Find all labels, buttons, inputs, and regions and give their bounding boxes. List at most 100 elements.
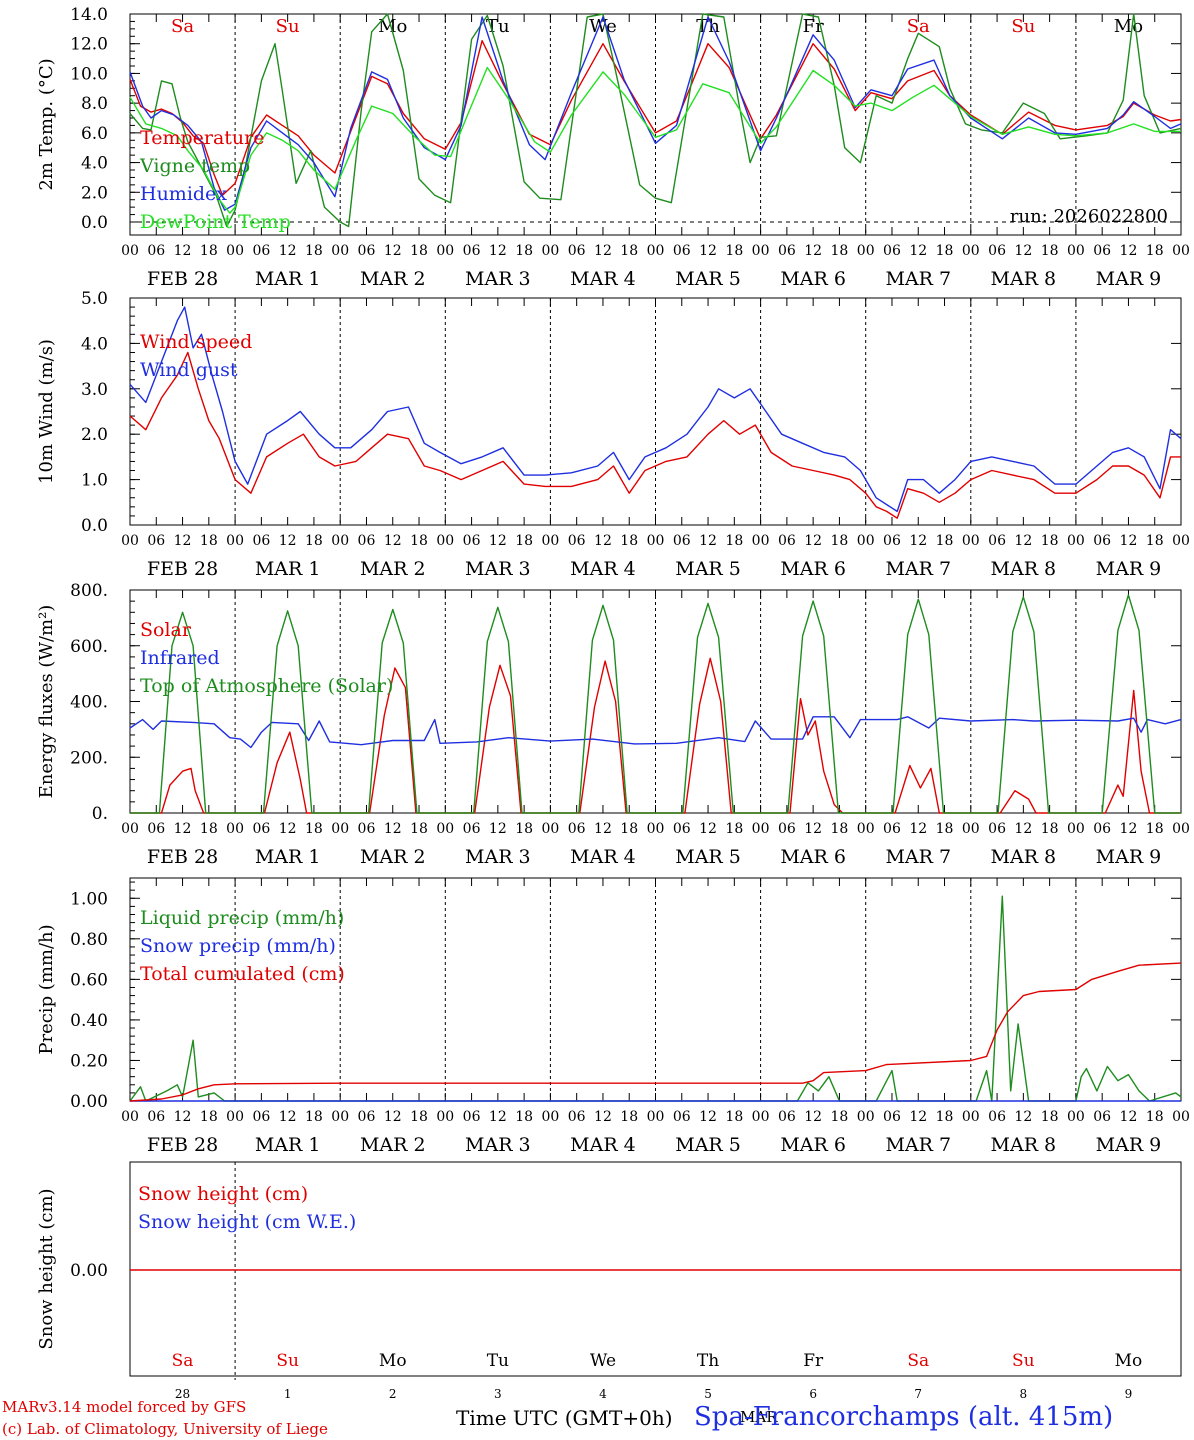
temperature-legend: Temperature [140,127,264,149]
x-hour-label: 00 [1067,243,1085,259]
x-hour-label: 12 [1120,533,1138,549]
x-date-label: MAR 6 [780,558,846,580]
x-hour-label: 18 [725,243,743,259]
humidex-line [129,16,1182,211]
x-hour-label: 06 [883,821,901,837]
x-hour-label: 18 [620,243,638,259]
x-hour-label: 12 [909,1109,927,1125]
x-hour-label: 18 [936,533,954,549]
total-cumulated-cm-legend: Total cumulated (cm) [140,963,345,985]
x-hour-label: 12 [384,821,402,837]
copyright-credit: (c) Lab. of Climatology, University of L… [2,1420,328,1438]
infrared-legend: Infrared [140,647,220,669]
x-hour-label: 18 [831,533,849,549]
x-hour-label: 00 [436,821,454,837]
y-tick-label: 0.80 [70,930,108,950]
y-axis-title: 2m Temp. (°C) [36,58,57,190]
x-hour-label: 00 [541,243,559,259]
x-hour-label: 00 [436,243,454,259]
x-date-label: MAR 1 [255,558,321,580]
x-hour-label: 00 [541,821,559,837]
x-hour-label: 00 [121,243,139,259]
x-hour-label: 06 [358,533,376,549]
x-hour-label: 06 [358,243,376,259]
day-name: We [589,16,617,37]
x-hour-label: 00 [647,1109,665,1125]
x-hour-label: 06 [463,1109,481,1125]
x-hour-label: 12 [699,243,717,259]
x-hour-label: 12 [1014,533,1032,549]
x-date-label: MAR 8 [991,1134,1057,1156]
day-name-bottom: Tu [487,1351,509,1371]
wind-gust-line [129,306,1182,513]
day-number: 6 [809,1387,817,1401]
x-hour-label: 06 [463,821,481,837]
snow-height-cm-w-e-legend: Snow height (cm W.E.) [138,1211,356,1233]
day-name-bottom: Fr [803,1351,824,1371]
x-date-label: MAR 2 [360,846,426,868]
y-tick-label: 2.0 [81,183,108,203]
solar-legend: Solar [140,619,192,641]
x-hour-label: 06 [778,243,796,259]
x-hour-label: 12 [804,1109,822,1125]
x-hour-label: 00 [541,533,559,549]
x-hour-label: 12 [699,821,717,837]
x-hour-label: 12 [594,1109,612,1125]
x-date-label: FEB 28 [147,268,218,290]
x-date-label: MAR 1 [255,268,321,290]
x-hour-label: 18 [200,1109,218,1125]
x-hour-label: 06 [778,821,796,837]
x-hour-label: 06 [463,243,481,259]
day-name: Mo [378,16,407,37]
x-hour-label: 18 [515,533,533,549]
x-hour-label: 00 [752,1109,770,1125]
x-hour-label: 00 [1067,533,1085,549]
x-hour-label: 12 [279,821,297,837]
x-hour-label: 06 [988,533,1006,549]
x-hour-label: 12 [1120,1109,1138,1125]
x-hour-label: 06 [358,1109,376,1125]
y-axis-title: Precip (mm/h) [36,924,57,1054]
x-hour-label: 12 [594,533,612,549]
y-tick-label: 200. [70,748,108,768]
x-hour-label: 06 [568,243,586,259]
x-hour-label: 18 [620,821,638,837]
x-hour-label: 18 [620,533,638,549]
x-hour-label: 18 [410,1109,428,1125]
x-date-label: MAR 6 [780,846,846,868]
y-tick-label: 10.0 [70,64,108,84]
humidex-legend: Humidex [140,183,227,205]
x-hour-label: 12 [1014,821,1032,837]
day-number: 7 [914,1387,922,1401]
x-hour-label: 00 [752,243,770,259]
x-hour-label: 00 [121,821,139,837]
y-tick-label: 1.00 [70,889,108,909]
x-hour-label: 00 [1067,821,1085,837]
x-hour-label: 00 [1172,533,1190,549]
x-hour-label: 06 [778,1109,796,1125]
day-number: 8 [1020,1387,1028,1401]
x-date-label: MAR 7 [885,846,951,868]
y-tick-label: 0.0 [81,213,108,233]
x-hour-label: 00 [962,1109,980,1125]
x-hour-label: 12 [489,1109,507,1125]
snow-precip-mm-h-legend: Snow precip (mm/h) [140,935,336,957]
x-date-label: MAR 2 [360,558,426,580]
y-tick-label: 4.0 [81,334,108,354]
x-hour-label: 06 [358,821,376,837]
wind-speed-legend: Wind speed [140,331,252,353]
y-tick-label: 800. [70,581,108,601]
plot-frame [129,1161,1182,1377]
x-hour-label: 06 [673,533,691,549]
x-date-label: MAR 7 [885,558,951,580]
x-hour-label: 12 [1120,821,1138,837]
x-hour-label: 12 [489,821,507,837]
x-hour-label: 00 [857,821,875,837]
run-annotation: run: 2026022800 [1010,206,1168,227]
y-axis-title: 10m Wind (m/s) [36,339,57,484]
x-hour-label: 12 [1014,1109,1032,1125]
x-hour-label: 06 [147,533,165,549]
top-of-atmosphere-solar-line [130,594,1181,814]
x-hour-label: 00 [1067,1109,1085,1125]
x-hour-label: 00 [962,243,980,259]
